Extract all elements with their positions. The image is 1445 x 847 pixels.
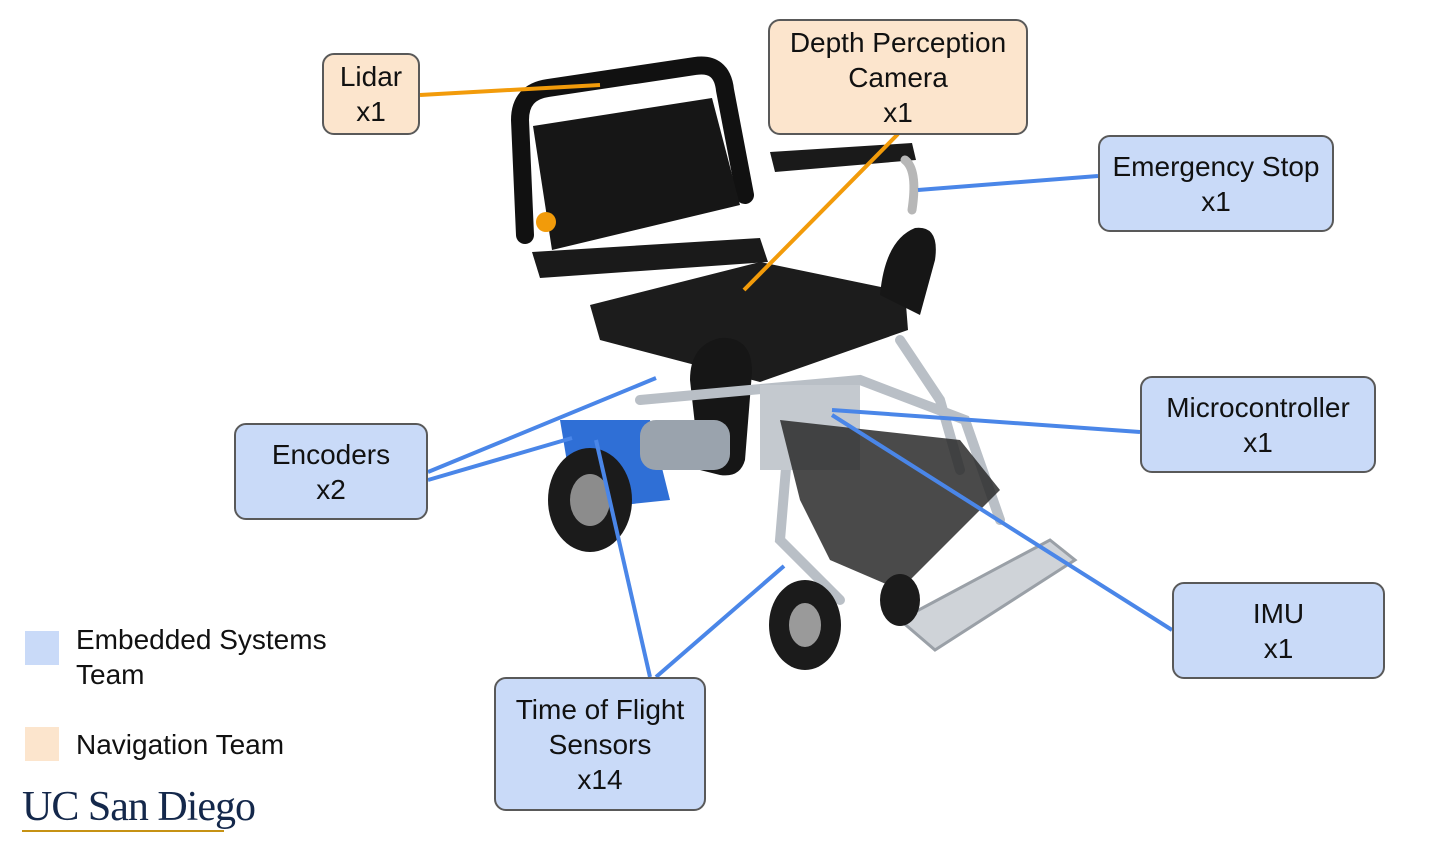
microcontroller-label: Microcontroller [1166, 391, 1350, 423]
legend-embedded-line2: Team [76, 659, 145, 690]
rear-wheel-hub [570, 474, 610, 526]
encoders-label: Encoders [271, 438, 391, 470]
emergency-stop-handle [900, 155, 919, 215]
time-of-flight-label-1: Time of Flight [515, 693, 685, 725]
drive-unit [640, 420, 730, 470]
lidar-count: x1 [356, 96, 386, 127]
microcontroller-count: x1 [1243, 426, 1273, 458]
depth-camera-connector [742, 132, 900, 292]
emergency-stop-connector [917, 174, 1099, 192]
legend-embedded-label: Embedded Systems Team [76, 622, 327, 692]
emergency-stop-label: Emergency Stop [1112, 150, 1320, 182]
right-side-guard [880, 227, 936, 315]
lidar-label: Lidar [339, 61, 403, 92]
armrest-left [532, 238, 768, 278]
emergency-stop-count: x1 [1201, 185, 1231, 217]
seat [590, 262, 908, 382]
orange-knob [536, 212, 556, 232]
imu-callout: IMU x1 [1172, 582, 1385, 679]
legend-embedded-line1: Embedded Systems [76, 624, 327, 655]
emergency-stop-callout: Emergency Stop x1 [1098, 135, 1334, 232]
encoders-callout: Encoders x2 [234, 423, 428, 520]
depth-camera-count: x1 [883, 96, 913, 128]
logo-underline [22, 830, 224, 832]
legend-navigation-swatch [25, 727, 59, 761]
basket [780, 420, 1000, 590]
microcontroller-callout: Microcontroller x1 [1140, 376, 1376, 473]
time-of-flight-count: x14 [577, 763, 623, 795]
legend-navigation-label: Navigation Team [76, 729, 285, 760]
front-wheel-hub [789, 603, 821, 647]
depth-camera-label-1: Depth Perception [789, 26, 1007, 58]
microcontroller-connector [831, 408, 1141, 434]
lidar-callout: Lidar x1 [322, 53, 420, 135]
tof-connector-2 [654, 564, 786, 679]
encoders-count: x2 [316, 473, 346, 505]
backrest-handle [510, 56, 754, 244]
time-of-flight-callout: Time of Flight Sensors x14 [494, 677, 706, 811]
tof-connector-1 [594, 439, 652, 678]
caster-wheel-right [880, 574, 920, 626]
depth-camera-callout: Depth Perception Camera x1 [768, 19, 1028, 135]
encoders-connector-1 [427, 376, 657, 474]
imu-connector [830, 413, 1174, 632]
footrest [897, 538, 1078, 652]
uc-san-diego-logo: UC San Diego [22, 784, 256, 830]
imu-label: IMU [1252, 597, 1305, 629]
encoders-connector-2 [427, 436, 573, 482]
time-of-flight-label-2: Sensors [548, 728, 652, 760]
imu-count: x1 [1263, 632, 1294, 664]
depth-camera-label-2: Camera [848, 61, 948, 93]
backrest [533, 98, 740, 250]
legend-embedded-swatch [25, 631, 59, 665]
lidar-connector [419, 83, 601, 97]
